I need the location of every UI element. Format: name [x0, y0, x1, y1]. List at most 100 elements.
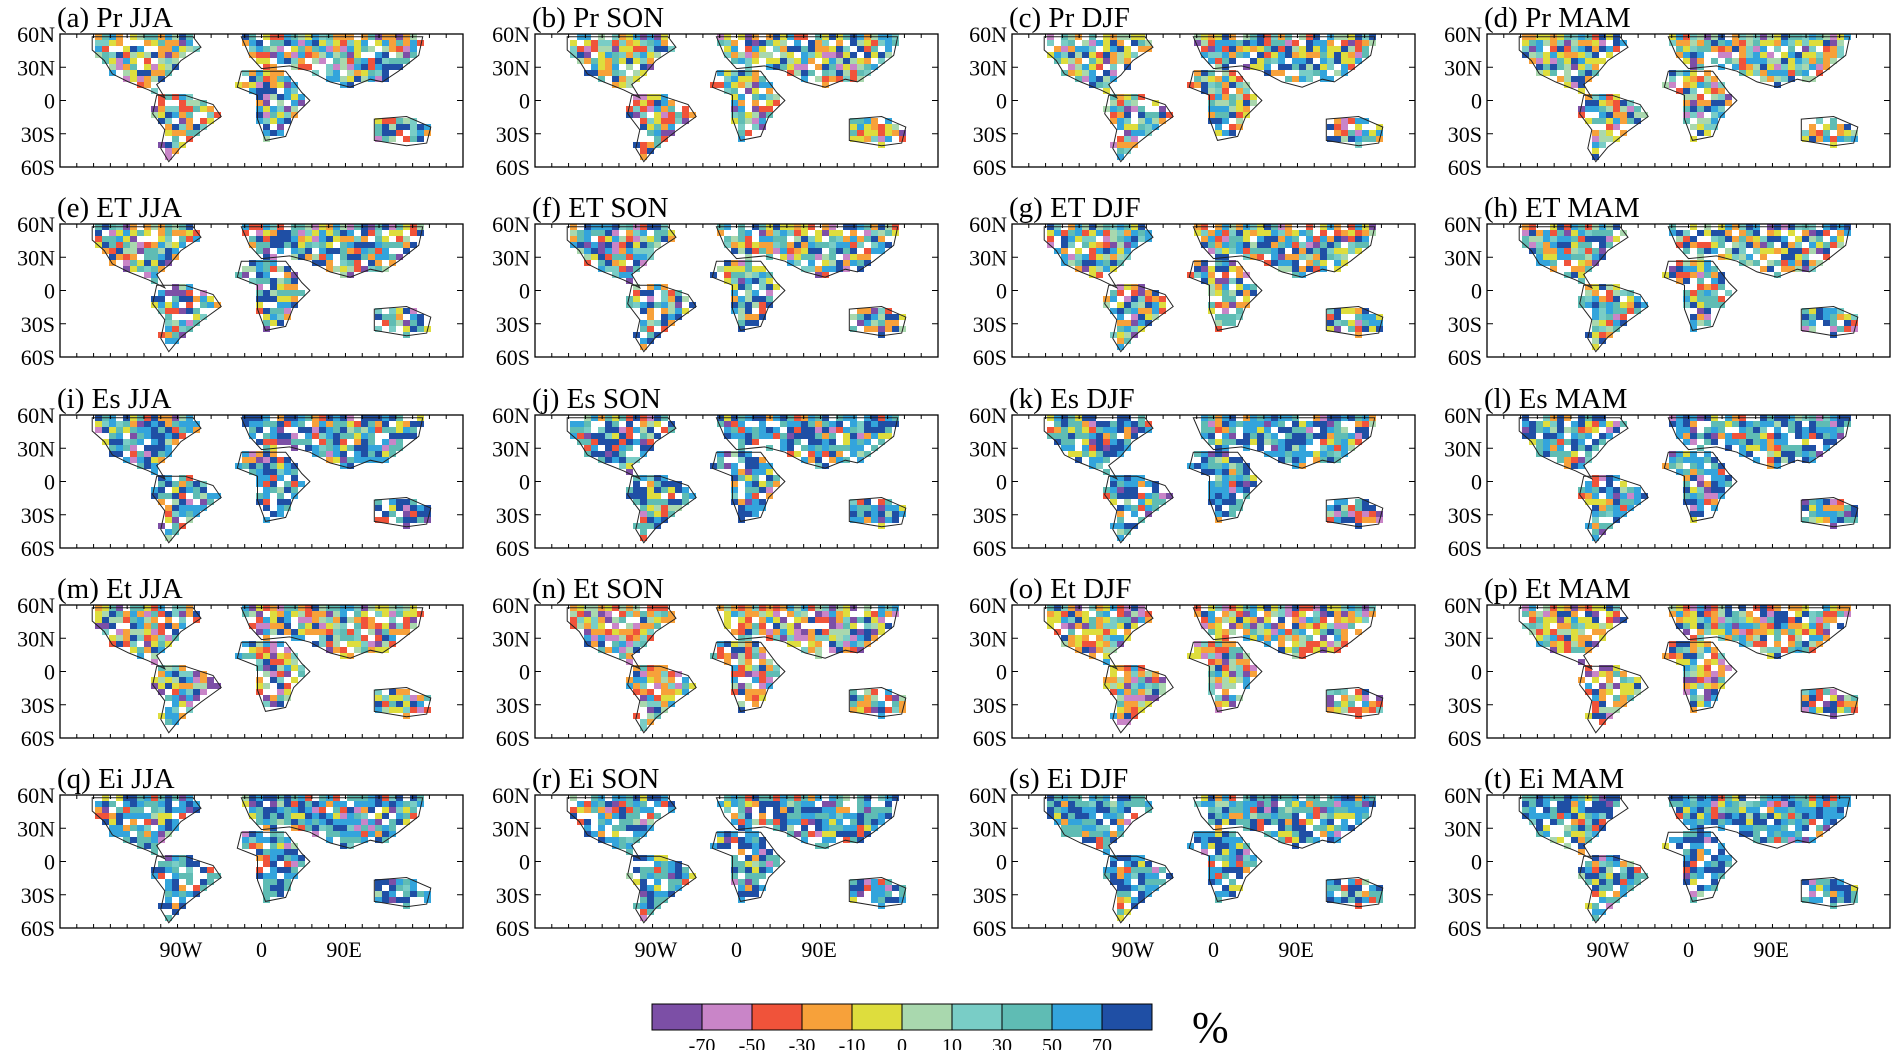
- latitude-tick-label: 0: [996, 279, 1007, 304]
- panel-title: (l) Es MAM: [1484, 383, 1627, 415]
- colorbar-swatch: [651, 1003, 703, 1031]
- colorbar: -70 -50 -30 -10 0 10 30 50 70%: [651, 1003, 1229, 1050]
- latitude-tick-label: 60N: [969, 212, 1007, 237]
- latitude-tick-label: 60N: [492, 783, 530, 808]
- longitude-tick-label: 90W: [1587, 937, 1630, 962]
- longitude-tick-label: 90E: [1278, 937, 1313, 962]
- colorbar-unit: %: [1192, 1003, 1229, 1050]
- panel-title: (p) Et MAM: [1484, 573, 1631, 605]
- latitude-tick-label: 60S: [973, 155, 1007, 180]
- latitude-tick-label: 60N: [969, 22, 1007, 47]
- latitude-tick-label: 30N: [969, 436, 1007, 461]
- coastlines: [1043, 607, 1384, 734]
- colorbar-label: -10: [839, 1035, 866, 1050]
- map-field-cells: [1047, 415, 1383, 541]
- latitude-tick-label: 60S: [973, 916, 1007, 941]
- latitude-tick-label: 30S: [21, 122, 55, 147]
- latitude-tick-label: 30N: [492, 55, 530, 80]
- coastlines: [566, 607, 907, 734]
- latitude-tick-label: 60N: [1444, 22, 1482, 47]
- frame-ticks: [535, 33, 938, 168]
- panel-title: (j) Es SON: [532, 383, 661, 415]
- map-field-cells: [570, 415, 906, 541]
- latitude-tick-label: 0: [44, 850, 55, 875]
- latitude-tick-label: 60N: [969, 783, 1007, 808]
- latitude-tick-label: 30N: [492, 245, 530, 270]
- latitude-tick-label: 0: [519, 89, 530, 114]
- latitude-tick-label: 60N: [492, 403, 530, 428]
- frame-ticks: [535, 223, 938, 358]
- latitude-tick-label: 30N: [1444, 816, 1482, 841]
- latitude-tick-label: 0: [996, 89, 1007, 114]
- latitude-tick-label: 30N: [969, 55, 1007, 80]
- longitude-tick-label: 90W: [635, 937, 678, 962]
- latitude-tick-label: 60N: [17, 212, 55, 237]
- latitude-tick-label: 60N: [1444, 403, 1482, 428]
- latitude-tick-label: 0: [44, 89, 55, 114]
- panel-title: (d) Pr MAM: [1484, 2, 1631, 34]
- latitude-tick-label: 60N: [1444, 783, 1482, 808]
- latitude-tick-label: 60N: [1444, 212, 1482, 237]
- latitude-tick-label: 60N: [492, 22, 530, 47]
- frame-ticks: [1487, 794, 1890, 929]
- panel-title: (o) Et DJF: [1009, 573, 1131, 605]
- panel-title: (r) Ei SON: [532, 763, 659, 795]
- latitude-tick-label: 30S: [496, 122, 530, 147]
- latitude-tick-label: 30S: [496, 312, 530, 337]
- latitude-tick-label: 30S: [21, 312, 55, 337]
- panel-title: (t) Ei MAM: [1484, 763, 1624, 795]
- latitude-tick-label: 60N: [492, 212, 530, 237]
- longitude-tick-label: 0: [1208, 937, 1219, 962]
- longitude-tick-label: 0: [731, 937, 742, 962]
- latitude-tick-label: 30N: [17, 816, 55, 841]
- latitude-tick-label: 30N: [17, 245, 55, 270]
- panel-title: (f) ET SON: [532, 192, 668, 224]
- latitude-tick-label: 60S: [21, 726, 55, 751]
- coastlines: [91, 226, 432, 353]
- latitude-tick-label: 60S: [1448, 726, 1482, 751]
- latitude-tick-label: 60N: [492, 593, 530, 618]
- latitude-tick-label: 30S: [1448, 122, 1482, 147]
- coastlines: [1518, 226, 1859, 353]
- frame-ticks: [535, 414, 938, 549]
- colorbar-swatch: [801, 1003, 853, 1031]
- colorbar-swatch: [901, 1003, 953, 1031]
- coastlines: [1043, 417, 1384, 544]
- frame-ticks: [60, 414, 463, 549]
- panel-title: (c) Pr DJF: [1009, 2, 1130, 34]
- latitude-tick-label: 0: [519, 850, 530, 875]
- latitude-tick-label: 0: [519, 470, 530, 495]
- latitude-tick-label: 30S: [973, 693, 1007, 718]
- frame-ticks: [60, 223, 463, 358]
- colorbar-swatch: [951, 1003, 1003, 1031]
- latitude-tick-label: 60S: [21, 916, 55, 941]
- frame-ticks: [535, 604, 938, 739]
- coastlines: [566, 36, 907, 163]
- latitude-tick-label: 0: [44, 470, 55, 495]
- latitude-tick-label: 30S: [973, 122, 1007, 147]
- panel-title: (e) ET JJA: [57, 192, 182, 224]
- frame-ticks: [1012, 223, 1415, 358]
- coastlines: [91, 36, 432, 163]
- map-field-cells: [1047, 795, 1383, 921]
- longitude-tick-label: 90E: [801, 937, 836, 962]
- latitude-tick-label: 60S: [21, 345, 55, 370]
- latitude-tick-label: 30N: [17, 436, 55, 461]
- latitude-tick-label: 60S: [973, 726, 1007, 751]
- latitude-tick-label: 0: [1471, 850, 1482, 875]
- coastlines: [566, 417, 907, 544]
- latitude-tick-label: 0: [519, 279, 530, 304]
- latitude-tick-label: 60S: [1448, 345, 1482, 370]
- latitude-tick-label: 30N: [1444, 626, 1482, 651]
- frame-ticks: [60, 794, 463, 929]
- colorbar-label: -70: [689, 1035, 716, 1050]
